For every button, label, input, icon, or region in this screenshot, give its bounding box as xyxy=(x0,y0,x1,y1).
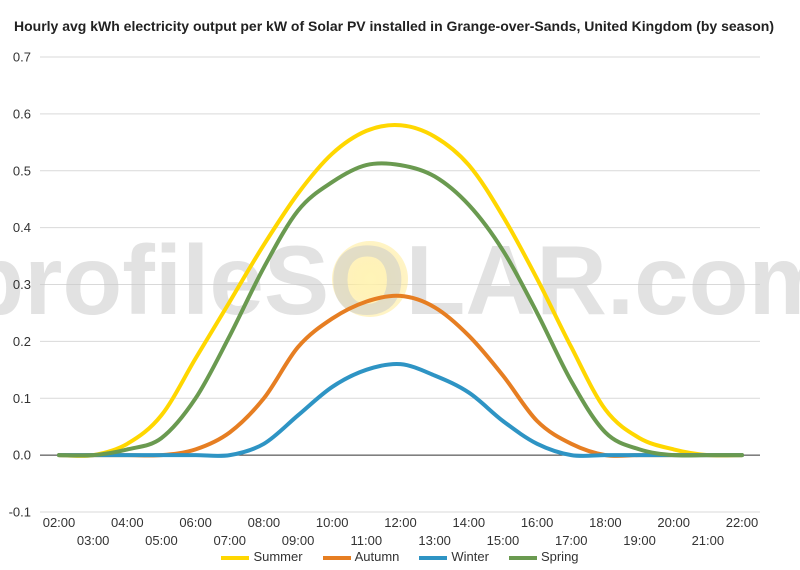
x-tick-label: 02:00 xyxy=(43,515,76,530)
legend-swatch xyxy=(221,555,250,560)
legend-label: Summer xyxy=(253,549,303,564)
legend: Summer Autumn Winter Spring xyxy=(0,549,800,564)
legend-item-spring: Spring xyxy=(508,549,579,564)
legend-label: Autumn xyxy=(354,549,400,564)
x-tick-label: 03:00 xyxy=(77,533,110,545)
y-tick-label: 0.1 xyxy=(13,391,31,406)
x-tick-label: 13:00 xyxy=(418,533,451,545)
y-axis-ticks: -0.1 0.0 0.1 0.2 0.3 0.4 0.5 0.6 0.7 xyxy=(9,50,31,520)
x-tick-label: 07:00 xyxy=(213,533,246,545)
x-tick-label: 04:00 xyxy=(111,515,144,530)
y-tick-label: 0.6 xyxy=(13,106,31,121)
legend-item-winter: Winter xyxy=(419,549,489,564)
y-tick-label: 0.4 xyxy=(13,220,31,235)
x-tick-label: 17:00 xyxy=(555,533,588,545)
y-tick-label: 0.2 xyxy=(13,334,31,349)
legend-swatch xyxy=(508,555,537,560)
x-tick-label: 22:00 xyxy=(726,515,759,530)
x-tick-label: 19:00 xyxy=(623,533,656,545)
y-tick-label: 0.0 xyxy=(13,448,31,463)
legend-swatch xyxy=(322,555,351,560)
y-tick-label: 0.3 xyxy=(13,277,31,292)
x-tick-label: 12:00 xyxy=(384,515,417,530)
y-tick-label: 0.5 xyxy=(13,163,31,178)
series-line-spring xyxy=(57,161,744,458)
x-tick-label: 09:00 xyxy=(282,533,315,545)
watermark-text: profileSOLAR.com xyxy=(0,225,800,335)
series-line-winter xyxy=(57,361,744,458)
x-tick-label: 11:00 xyxy=(351,533,383,545)
x-tick-label: 21:00 xyxy=(692,533,725,545)
x-tick-label: 06:00 xyxy=(179,515,212,530)
watermark: profileSOLAR.com xyxy=(0,225,800,335)
x-tick-label: 05:00 xyxy=(145,533,178,545)
chart-title: Hourly avg kWh electricity output per kW… xyxy=(14,18,775,34)
y-tick-label: -0.1 xyxy=(9,505,31,520)
x-tick-label: 15:00 xyxy=(487,533,520,545)
legend-label: Spring xyxy=(540,549,579,564)
line-chart: profileSOLAR.com -0.1 0.0 0.1 0.2 0.3 0.4 0.5 0… xyxy=(0,50,800,546)
y-tick-label: 0.7 xyxy=(13,50,31,65)
series-line-summer xyxy=(57,123,744,458)
x-tick-label: 14:00 xyxy=(453,515,486,530)
legend-label: Winter xyxy=(451,549,489,564)
legend-item-autumn: Autumn xyxy=(322,549,400,564)
x-tick-label: 18:00 xyxy=(589,515,622,530)
x-axis-ticks: 02:0003:0004:0005:0006:0007:0008:0009:00… xyxy=(43,515,759,545)
x-tick-label: 20:00 xyxy=(657,515,690,530)
legend-item-summer: Summer xyxy=(221,549,303,564)
legend-swatch xyxy=(419,555,448,560)
x-tick-label: 16:00 xyxy=(521,515,554,530)
x-tick-label: 08:00 xyxy=(248,515,281,530)
series-lines xyxy=(57,123,744,458)
x-tick-label: 10:00 xyxy=(316,515,349,530)
